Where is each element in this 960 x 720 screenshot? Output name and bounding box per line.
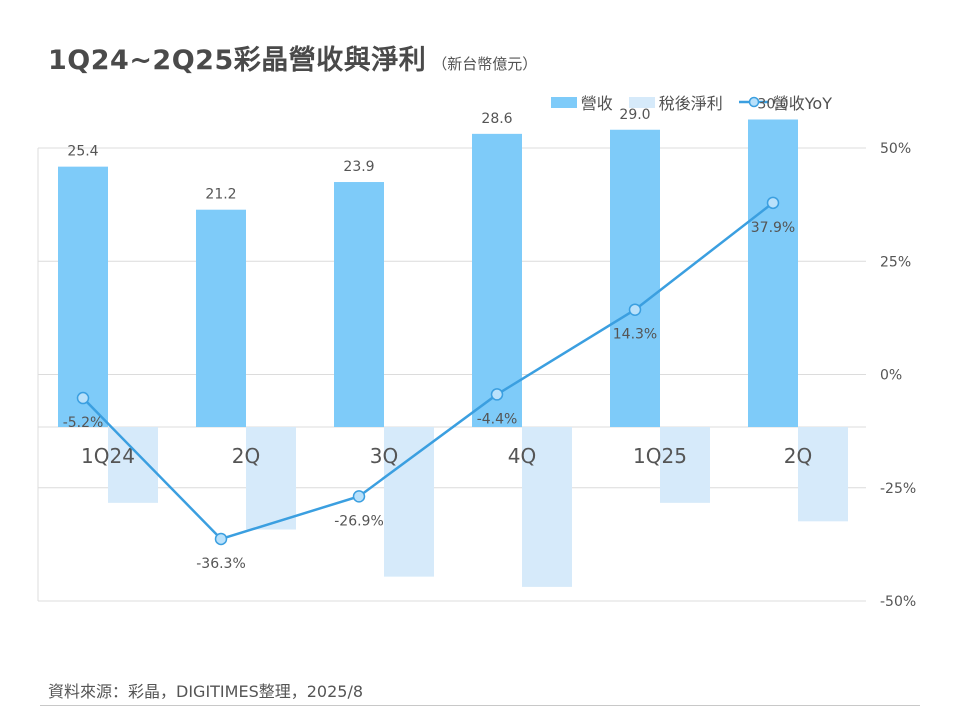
x-tick-label: 3Q: [370, 444, 398, 468]
y-right-tick-label: 0%: [880, 368, 902, 384]
revenue-data-label: 23.9: [343, 159, 374, 175]
y-right-tick-label: -25%: [880, 481, 916, 497]
revenue-bar: [748, 119, 798, 427]
legend-swatch-yoy: [738, 96, 769, 108]
revenue-bar: [196, 209, 246, 427]
x-tick-label: 1Q25: [633, 444, 687, 468]
yoy-marker: [766, 196, 780, 210]
x-tick-label: 2Q: [232, 444, 260, 468]
yoy-marker: [490, 388, 504, 401]
net-income-bar: [798, 427, 848, 522]
net-income-bar: [660, 427, 710, 503]
yoy-marker: [628, 303, 642, 316]
net-income-bar: [246, 427, 296, 530]
legend-item-revenue: 營收: [550, 90, 613, 114]
legend-item-yoy: 營收YoY: [738, 90, 832, 114]
chart-title-block: 1Q24~2Q25彩晶營收與淨利 （新台幣億元）: [48, 38, 537, 77]
yoy-marker: [352, 490, 366, 503]
legend-label-yoy: 營收YoY: [772, 94, 832, 113]
revenue-data-label: 28.6: [481, 111, 512, 127]
yoy-data-label: -4.4%: [477, 411, 518, 427]
yoy-line: [82, 201, 774, 541]
x-tick-label: 2Q: [784, 444, 812, 468]
revenue-bar: [334, 182, 384, 427]
legend: 營收 稅後淨利 營收YoY: [535, 90, 832, 114]
footer-divider: [40, 705, 920, 706]
legend-swatch-net-income: [628, 96, 655, 108]
net-income-bar: [384, 427, 434, 577]
revenue-data-label: 21.2: [205, 187, 236, 203]
yoy-data-label: 37.9%: [751, 220, 795, 236]
revenue-bar: [58, 166, 108, 427]
y-right-tick-label: 25%: [880, 254, 911, 270]
revenue-data-label: 25.4: [67, 144, 98, 160]
net-income-bar: [522, 427, 572, 587]
y-right-tick-label: -50%: [880, 594, 916, 610]
yoy-data-label: 14.3%: [613, 327, 657, 343]
y-right-tick-label: 50%: [880, 141, 911, 157]
yoy-marker: [214, 532, 228, 546]
legend-label-revenue: 營收: [580, 94, 613, 113]
x-tick-label: 1Q24: [81, 444, 135, 468]
legend-label-net-income: 稅後淨利: [658, 94, 723, 113]
chart-subtitle: （新台幣億元）: [432, 55, 538, 73]
source-note: 資料來源：彩晶，DIGITIMES整理，2025/8: [48, 682, 364, 701]
revenue-bar: [610, 129, 660, 427]
yoy-data-label: -36.3%: [196, 556, 246, 572]
yoy-marker: [76, 391, 90, 405]
yoy-data-label: -5.2%: [63, 415, 104, 431]
revenue-data-label: 29.0: [619, 107, 650, 123]
legend-swatch-revenue: [550, 96, 577, 108]
revenue-bar: [472, 133, 522, 427]
x-tick-label: 4Q: [508, 444, 536, 468]
legend-item-net-income: 稅後淨利: [628, 90, 723, 114]
yoy-data-label: -26.9%: [334, 513, 384, 529]
chart-title: 1Q24~2Q25彩晶營收與淨利: [48, 45, 427, 76]
revenue-data-label: 30.0: [757, 97, 788, 113]
